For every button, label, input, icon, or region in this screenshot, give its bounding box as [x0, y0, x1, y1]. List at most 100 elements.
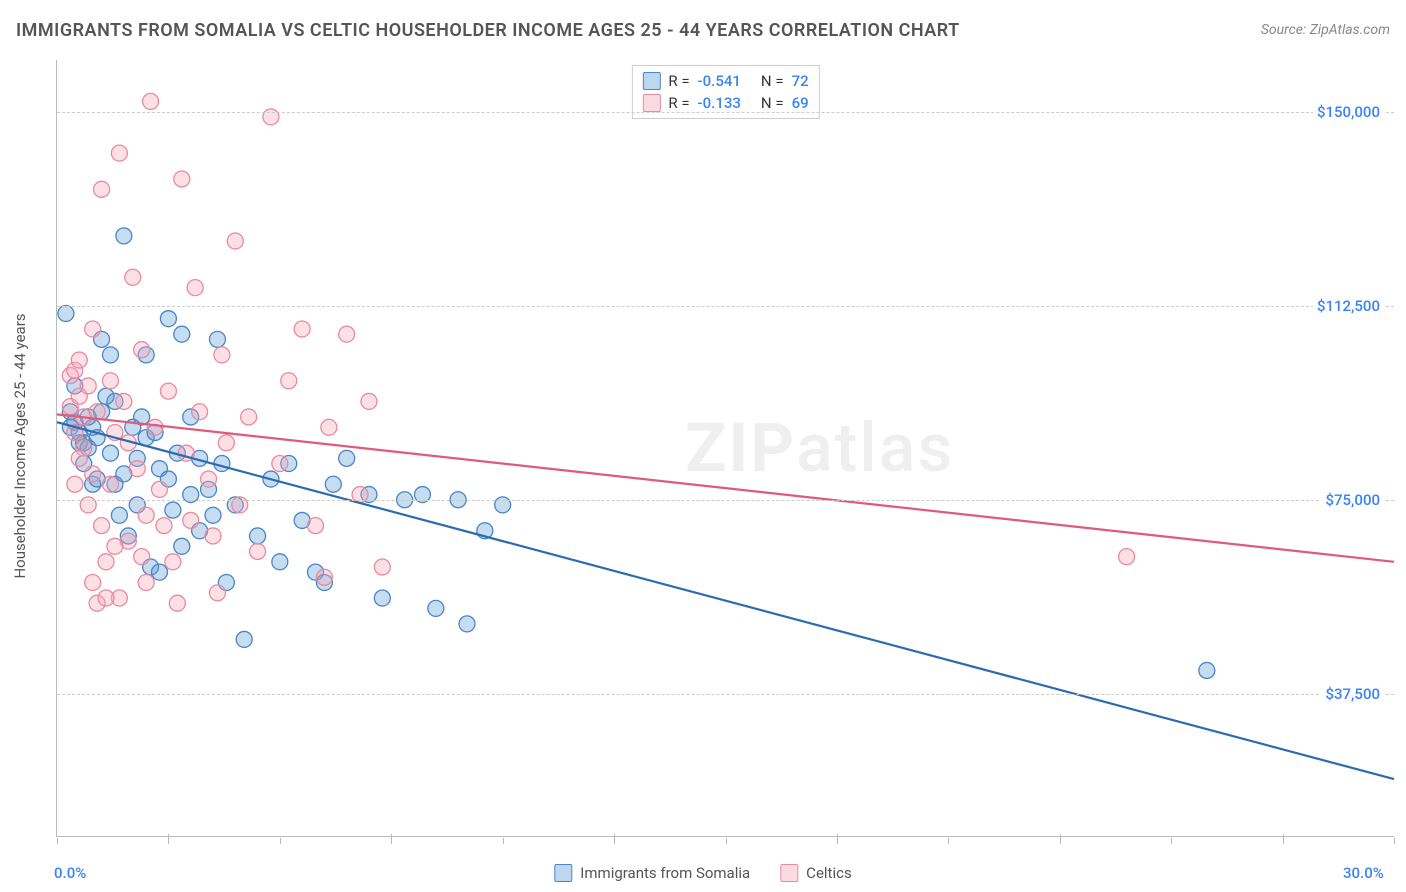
stats-n-value: 72: [792, 72, 809, 90]
legend-swatch: [642, 72, 660, 90]
gridline: [57, 694, 1394, 695]
scatter-point-celtics: [143, 93, 159, 109]
scatter-point-somalia: [272, 554, 288, 570]
x-tick: [837, 834, 838, 844]
scatter-point-celtics: [85, 575, 101, 591]
stats-n-value: 69: [792, 94, 809, 112]
scatter-point-somalia: [250, 528, 266, 544]
scatter-point-celtics: [152, 481, 168, 497]
scatter-point-somalia: [116, 228, 132, 244]
series-legend-item: Immigrants from Somalia: [554, 864, 750, 882]
scatter-point-somalia: [325, 476, 341, 492]
y-tick-label: $150,000: [1313, 103, 1384, 121]
scatter-point-somalia: [102, 347, 118, 363]
y-axis-label: Householder Income Ages 25 - 44 years: [11, 313, 29, 578]
x-tick: [726, 838, 727, 844]
trend-line-somalia: [57, 422, 1394, 779]
scatter-point-celtics: [98, 590, 114, 606]
legend-swatch: [780, 864, 798, 882]
scatter-point-celtics: [321, 419, 337, 435]
scatter-point-celtics: [94, 181, 110, 197]
x-tick: [391, 834, 392, 844]
stats-r-value: -0.133: [698, 94, 741, 112]
series-legend-label: Celtics: [806, 864, 852, 882]
gridline: [57, 500, 1394, 501]
chart-source: Source: ZipAtlas.com: [1261, 22, 1390, 38]
series-legend-label: Immigrants from Somalia: [580, 864, 750, 882]
scatter-point-celtics: [102, 476, 118, 492]
scatter-point-celtics: [374, 559, 390, 575]
scatter-point-celtics: [94, 518, 110, 534]
series-legend: Immigrants from Somalia Celtics: [554, 864, 851, 882]
scatter-point-celtics: [129, 461, 145, 477]
plot-area: ZIPatlas R =-0.541N =72R =-0.133N =69 $3…: [56, 60, 1394, 837]
scatter-point-celtics: [85, 321, 101, 337]
scatter-point-somalia: [111, 507, 127, 523]
scatter-point-somalia: [209, 331, 225, 347]
scatter-point-celtics: [71, 450, 87, 466]
scatter-point-somalia: [98, 388, 114, 404]
scatter-point-somalia: [102, 445, 118, 461]
stats-r-label: R =: [668, 94, 689, 112]
scatter-point-somalia: [165, 502, 181, 518]
scatter-point-celtics: [125, 269, 141, 285]
x-tick: [57, 838, 58, 844]
scatter-point-celtics: [209, 585, 225, 601]
stats-n-label: N =: [761, 72, 784, 90]
scatter-point-celtics: [187, 280, 203, 296]
scatter-point-somalia: [174, 326, 190, 342]
scatter-point-somalia: [459, 616, 475, 632]
series-legend-item: Celtics: [780, 864, 852, 882]
y-tick-label: $37,500: [1321, 685, 1384, 703]
gridline: [57, 306, 1394, 307]
scatter-point-celtics: [339, 326, 355, 342]
scatter-point-celtics: [138, 575, 154, 591]
stats-r-value: -0.541: [698, 72, 741, 90]
scatter-point-celtics: [241, 409, 257, 425]
scatter-point-celtics: [107, 538, 123, 554]
scatter-point-celtics: [281, 373, 297, 389]
scatter-point-somalia: [160, 311, 176, 327]
x-tick: [1060, 834, 1061, 844]
scatter-point-somalia: [174, 538, 190, 554]
scatter-point-celtics: [316, 569, 332, 585]
x-tick: [168, 834, 169, 844]
x-min-label: 0.0%: [54, 864, 86, 882]
scatter-point-celtics: [116, 393, 132, 409]
scatter-point-celtics: [156, 518, 172, 534]
scatter-point-somalia: [339, 450, 355, 466]
x-tick: [948, 838, 949, 844]
x-tick: [280, 838, 281, 844]
scatter-point-celtics: [98, 554, 114, 570]
scatter-point-celtics: [218, 435, 234, 451]
scatter-point-celtics: [307, 518, 323, 534]
scatter-point-celtics: [134, 342, 150, 358]
scatter-point-celtics: [227, 233, 243, 249]
stats-n-label: N =: [761, 94, 784, 112]
scatter-point-celtics: [138, 507, 154, 523]
scatter-point-celtics: [361, 393, 377, 409]
x-tick: [614, 834, 615, 844]
legend-swatch: [642, 94, 660, 112]
scatter-point-celtics: [169, 595, 185, 611]
chart-title: IMMIGRANTS FROM SOMALIA VS CELTIC HOUSEH…: [16, 20, 960, 41]
scatter-point-celtics: [250, 543, 266, 559]
scatter-point-somalia: [214, 456, 230, 472]
scatter-point-celtics: [111, 145, 127, 161]
x-max-label: 30.0%: [1343, 864, 1384, 882]
x-tick: [1394, 838, 1395, 844]
x-tick: [1283, 834, 1284, 844]
scatter-point-celtics: [160, 383, 176, 399]
scatter-point-somalia: [236, 631, 252, 647]
legend-swatch: [554, 864, 572, 882]
scatter-point-somalia: [428, 600, 444, 616]
scatter-point-celtics: [102, 373, 118, 389]
gridline: [57, 112, 1394, 113]
scatter-point-celtics: [201, 471, 217, 487]
scatter-point-somalia: [58, 305, 74, 321]
scatter-point-somalia: [205, 507, 221, 523]
stats-legend-row: R = -0.133 N = 69: [642, 92, 808, 114]
scatter-point-celtics: [174, 171, 190, 187]
scatter-point-celtics: [134, 549, 150, 565]
scatter-point-celtics: [71, 352, 87, 368]
